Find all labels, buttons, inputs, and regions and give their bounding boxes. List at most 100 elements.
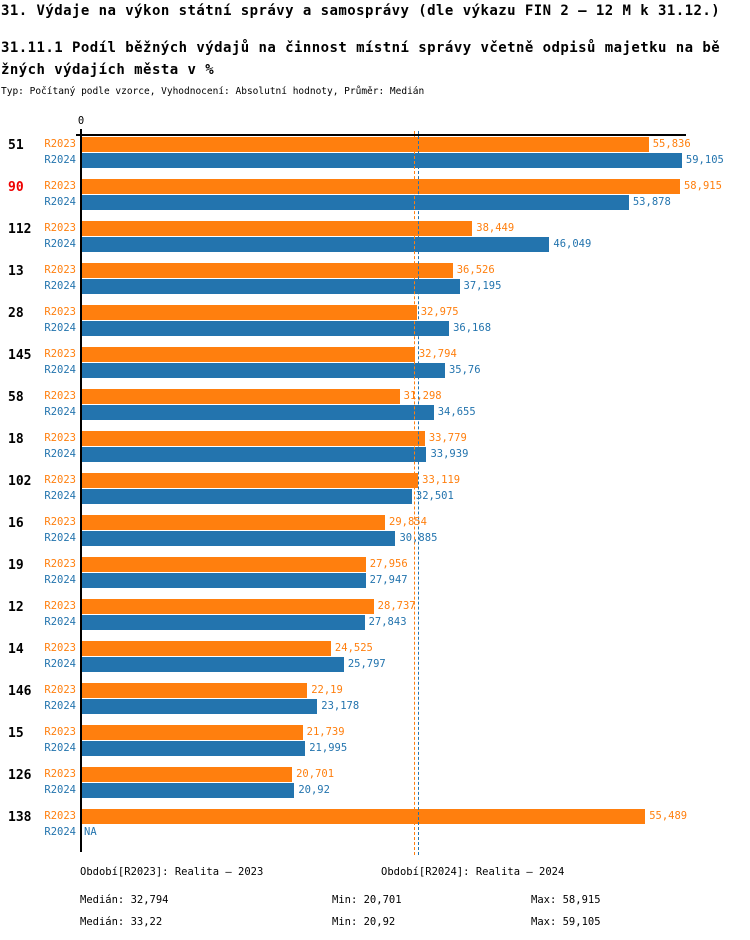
bar-r2023	[82, 137, 649, 152]
value-label-r2023: 31,298	[403, 390, 442, 402]
series-label-r2023: R2023	[44, 642, 76, 654]
series-label-r2023: R2023	[44, 432, 76, 444]
median-line-r2024	[418, 131, 420, 855]
page-title: 31. Výdaje na výkon státní správy a samo…	[1, 3, 721, 19]
series-label-r2024: R2024	[44, 574, 76, 586]
row-id-label: 90	[8, 180, 24, 195]
value-label-r2023: 24,525	[334, 642, 373, 654]
value-label-r2024: 20,92	[298, 784, 330, 796]
legend-period-r2024: Období[R2024]: Realita – 2024	[381, 866, 565, 878]
bar-r2023	[82, 305, 417, 320]
row-id-label: 58	[8, 390, 24, 405]
bar-r2023	[82, 431, 425, 446]
bar-r2023	[82, 683, 308, 698]
row-id-label: 18	[8, 432, 24, 447]
bar-r2024	[82, 363, 445, 378]
series-label-r2024: R2024	[44, 784, 76, 796]
value-label-r2024: 27,947	[369, 574, 408, 586]
indicator-meta: Typ: Počítaný podle vzorce, Vyhodnocení:…	[1, 86, 425, 97]
value-label-r2023: 28,737	[377, 600, 416, 612]
value-label-r2023: 38,449	[476, 222, 515, 234]
value-label-r2024: 36,168	[453, 322, 492, 334]
series-label-r2024: R2024	[44, 616, 76, 628]
value-label-r2024: 32,501	[415, 490, 454, 502]
x-axis-zero-tick-label: 0	[77, 115, 85, 127]
value-label-r2024: 33,939	[430, 448, 469, 460]
series-label-r2024: R2024	[44, 364, 76, 376]
value-label-r2023: 36,526	[456, 264, 495, 276]
value-label-r2023: 20,701	[296, 768, 335, 780]
value-label-r2023: 29,854	[389, 516, 427, 528]
legend-min-r2024: Min: 20,92	[332, 916, 396, 928]
indicator-subtitle-line2: žných výdajích města v %	[1, 62, 215, 78]
series-label-r2023: R2023	[44, 810, 76, 822]
row-id-label: 112	[8, 222, 32, 237]
series-label-r2023: R2023	[44, 474, 76, 486]
value-label-r2023: 55,836	[652, 138, 691, 150]
bar-r2024	[82, 195, 629, 210]
bar-r2024	[82, 447, 427, 462]
series-label-r2024: R2024	[44, 280, 76, 292]
value-label-r2024: 35,76	[448, 364, 481, 376]
bar-r2023	[82, 263, 453, 278]
bar-r2023	[82, 347, 415, 362]
row-id-label: 102	[8, 474, 32, 489]
value-label-r2024: 30,885	[399, 532, 438, 544]
bar-r2024	[82, 321, 450, 336]
row-id-label: 138	[8, 810, 32, 825]
row-id-label: 16	[8, 516, 24, 531]
bar-r2023	[82, 221, 473, 236]
value-label-r2024: 46,049	[553, 238, 592, 250]
row-id-label: 145	[8, 348, 32, 363]
legend-period-r2023: Období[R2023]: Realita – 2023	[80, 866, 264, 878]
value-label-r2023: 33,779	[428, 432, 467, 444]
row-id-label: 12	[8, 600, 24, 615]
bar-r2024	[82, 657, 344, 672]
series-label-r2023: R2023	[44, 306, 76, 318]
value-label-r2023: 32,975	[420, 306, 459, 318]
series-label-r2023: R2023	[44, 558, 76, 570]
y-axis-line	[80, 129, 82, 852]
value-label-r2023: 27,956	[369, 558, 408, 570]
bar-r2024	[82, 279, 460, 294]
value-label-r2024: 25,797	[347, 658, 386, 670]
value-label-r2024: 21,995	[309, 742, 348, 754]
value-label-r2024: NA	[84, 826, 97, 838]
value-label-r2024: 59,105	[685, 154, 724, 166]
series-label-r2023: R2023	[44, 600, 76, 612]
series-label-r2024: R2024	[44, 658, 76, 670]
row-id-label: 126	[8, 768, 32, 783]
value-label-r2023: 22,19	[311, 684, 343, 696]
series-label-r2023: R2023	[44, 264, 76, 276]
series-label-r2024: R2024	[44, 196, 76, 208]
bar-r2023	[82, 515, 386, 530]
series-label-r2023: R2023	[44, 768, 76, 780]
series-label-r2023: R2023	[44, 180, 76, 192]
bar-r2024	[82, 153, 682, 168]
series-label-r2024: R2024	[44, 322, 76, 334]
bar-r2023	[82, 641, 331, 656]
series-label-r2024: R2024	[44, 490, 76, 502]
bar-r2023	[82, 557, 366, 572]
bar-r2023	[82, 473, 419, 488]
bar-r2024	[82, 405, 434, 420]
bar-r2023	[82, 767, 293, 782]
row-id-label: 13	[8, 264, 24, 279]
legend-median-r2024: Medián: 33,22	[80, 916, 163, 928]
value-label-r2024: 53,878	[632, 196, 671, 208]
series-label-r2024: R2024	[44, 700, 76, 712]
series-label-r2024: R2024	[44, 826, 76, 838]
series-label-r2023: R2023	[44, 726, 76, 738]
series-label-r2024: R2024	[44, 532, 76, 544]
value-label-r2024: 37,195	[463, 280, 502, 292]
series-label-r2023: R2023	[44, 390, 76, 402]
row-id-label: 28	[8, 306, 24, 321]
series-label-r2024: R2024	[44, 154, 76, 166]
series-label-r2024: R2024	[44, 448, 76, 460]
value-label-r2024: 27,843	[368, 616, 407, 628]
series-label-r2023: R2023	[44, 684, 76, 696]
median-line-r2023	[413, 131, 415, 855]
value-label-r2023: 33,119	[422, 474, 461, 486]
row-id-label: 19	[8, 558, 24, 573]
